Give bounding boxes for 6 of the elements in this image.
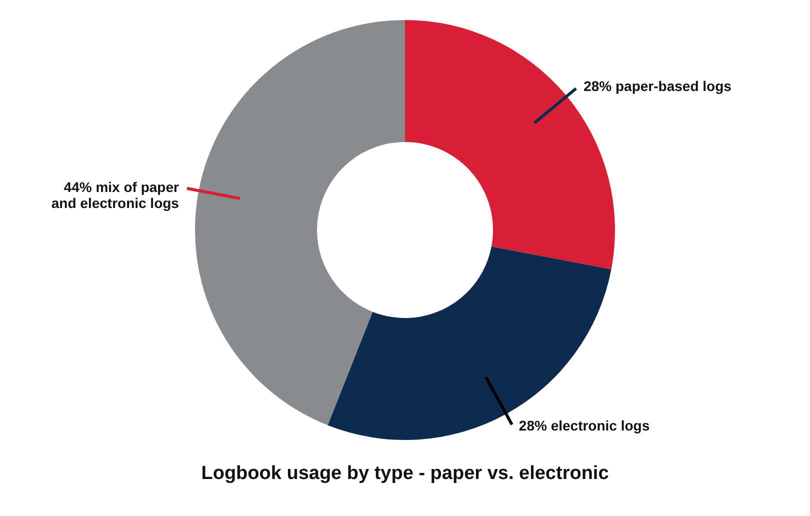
donut-slice: [195, 20, 405, 426]
slice-label: 28% paper-based logs: [584, 78, 732, 94]
slice-label: 28% electronic logs: [518, 417, 650, 434]
donut-slice: [405, 20, 615, 270]
slice-label: 44% mix of paper and electronic logs: [51, 179, 180, 212]
text: Logbook usage by type - paper vs. electronic: [201, 463, 610, 484]
